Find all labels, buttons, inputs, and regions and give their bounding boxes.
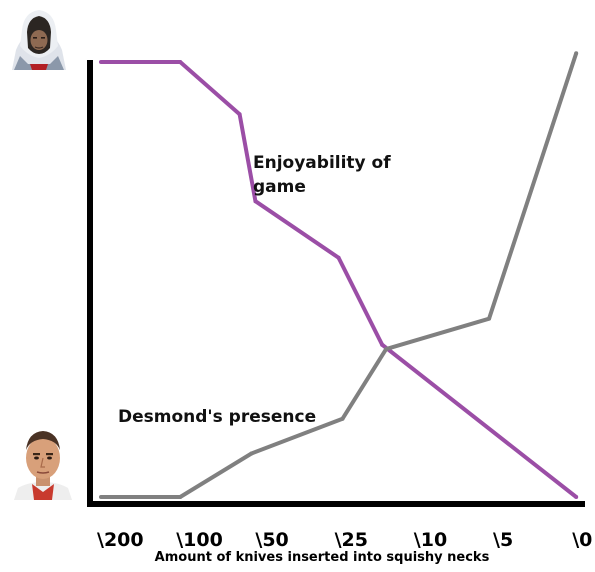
data-point-desmond-s-presence-4	[384, 347, 389, 352]
series-label: Desmond's presence	[118, 407, 316, 427]
x-tick-label: \10	[414, 529, 447, 551]
data-point-desmond-s-presence-2	[249, 451, 254, 456]
x-tick-label: \0	[572, 529, 592, 551]
series-line-enjoyability-of-game	[101, 60, 578, 499]
data-point-enjoyability-of-game-1	[178, 60, 183, 64]
data-point-enjoyability-of-game-5	[380, 342, 385, 347]
data-point-enjoyability-of-game-6	[574, 495, 579, 499]
data-point-desmond-s-presence-3	[340, 416, 345, 421]
x-tick-labels: \200 \100 \50 \25 \10 \5 \0	[97, 529, 592, 551]
data-point-enjoyability-of-game-3	[253, 199, 258, 204]
data-point-enjoyability-of-game-2	[237, 112, 242, 117]
series-label: Enjoyability of game	[253, 153, 391, 197]
x-tick-label: \200	[97, 529, 144, 551]
series-labels: Enjoyability of game Desmond's presence	[118, 153, 391, 427]
data-point-desmond-s-presence-6	[574, 51, 579, 56]
x-tick-label: \25	[335, 529, 368, 551]
data-point-desmond-s-presence-0	[99, 495, 103, 499]
data-point-enjoyability-of-game-4	[336, 255, 341, 260]
series-line-desmond-s-presence	[101, 52, 579, 499]
data-point-desmond-s-presence-1	[178, 495, 183, 499]
data-point-enjoyability-of-game-0	[99, 60, 103, 64]
data-point-desmond-s-presence-5	[487, 316, 492, 321]
x-tick-label: \50	[255, 529, 288, 551]
x-axis-label: Amount of knives inserted into squishy n…	[155, 550, 490, 565]
x-tick-label: \5	[493, 529, 513, 551]
series-layer	[99, 51, 579, 499]
desmond-face-icon	[12, 426, 74, 500]
x-tick-label: \100	[176, 529, 223, 551]
hooded-assassin-face-icon	[6, 6, 72, 70]
